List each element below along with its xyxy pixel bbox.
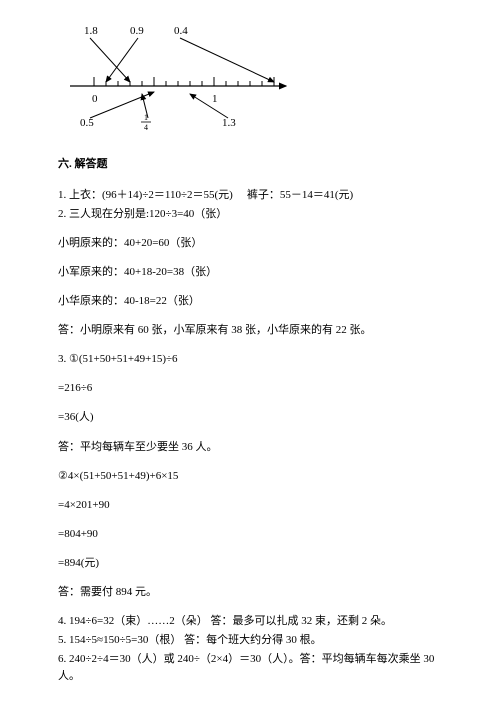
- q3-l8: =894(元): [58, 555, 452, 572]
- svg-text:1: 1: [212, 93, 218, 105]
- svg-text:0.9: 0.9: [130, 25, 144, 37]
- svg-text:1.3: 1.3: [222, 117, 236, 129]
- section-title: 六. 解答题: [58, 156, 452, 173]
- q3-l2: =216÷6: [58, 380, 452, 397]
- q3-l7: =804+90: [58, 526, 452, 543]
- svg-text:0: 0: [92, 93, 98, 105]
- q2-ming: 小明原来的：40+20=60（张）: [58, 235, 452, 252]
- svg-text:0.4: 0.4: [174, 25, 188, 37]
- svg-text:0.5: 0.5: [80, 117, 94, 129]
- number-line-diagram: 1.80.90.4010.5141.3: [50, 18, 452, 142]
- svg-text:1.8: 1.8: [84, 25, 98, 37]
- q1-pants: 裤子：55－14＝41(元): [247, 187, 353, 204]
- q2-jun: 小军原来的：40+18-20=38（张）: [58, 264, 452, 281]
- q5: 5. 154÷5≈150÷5=30（根） 答：每个班大约分得 30 根。: [58, 632, 452, 649]
- q2-answer: 答：小明原来有 60 张，小军原来有 38 张，小华原来的有 22 张。: [58, 322, 452, 339]
- q3-l9: 答：需要付 894 元。: [58, 584, 452, 601]
- q1-shirt: 1. 上衣：(96＋14)÷2＝110÷2＝55(元): [58, 187, 233, 204]
- q2-header: 2. 三人现在分别是:120÷3=40（张）: [58, 206, 452, 223]
- q6: 6. 240÷2÷4＝30（人）或 240÷（2×4）＝30（人）。答：平均每辆…: [58, 651, 452, 685]
- svg-text:4: 4: [144, 123, 148, 132]
- q3-l3: =36(人): [58, 409, 452, 426]
- q1-line: 1. 上衣：(96＋14)÷2＝110÷2＝55(元) 裤子：55－14＝41(…: [58, 187, 452, 204]
- q2-hua: 小华原来的：40-18=22（张）: [58, 293, 452, 310]
- q3-l4: 答：平均每辆车至少要坐 36 人。: [58, 439, 452, 456]
- q3-l1: 3. ①(51+50+51+49+15)÷6: [58, 351, 452, 368]
- page: 1.80.90.4010.5141.3 六. 解答题 1. 上衣：(96＋14)…: [0, 0, 500, 705]
- q3-l5: ②4×(51+50+51+49)+6×15: [58, 468, 452, 485]
- q3-l6: =4×201+90: [58, 497, 452, 514]
- q4: 4. 194÷6=32（束）……2（朵） 答：最多可以扎成 32 束，还剩 2 …: [58, 613, 452, 630]
